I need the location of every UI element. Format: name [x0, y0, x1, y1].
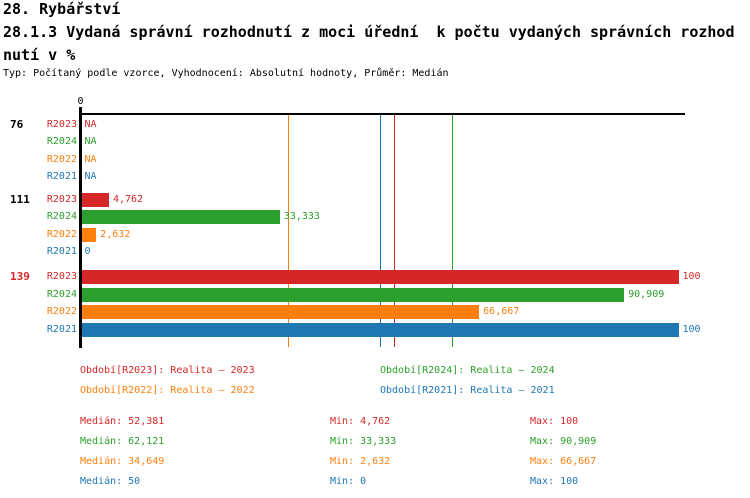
series-label: R2022 — [46, 153, 77, 165]
bar — [81, 287, 625, 302]
bar-value-label: 100 — [682, 271, 701, 282]
series-label: R2023 — [46, 271, 77, 282]
median-line-r2024 — [451, 115, 454, 347]
bar — [81, 227, 97, 242]
stat-max-r2023: Max: 100 — [530, 416, 579, 427]
chart-meta-info: Typ: Počítaný podle vzorce, Vyhodnocení:… — [3, 68, 449, 79]
median-line-r2023 — [393, 115, 396, 347]
legend-item-r2023: Období[R2023]: Realita – 2023 — [80, 365, 255, 376]
median-line-r2022 — [287, 115, 290, 347]
bar-value-label: NA — [84, 136, 97, 147]
series-label: R2024 — [46, 211, 77, 222]
series-label: R2023 — [46, 193, 77, 205]
bar-value-label: 66,667 — [483, 306, 520, 317]
bar-value-label: 0 — [84, 246, 91, 257]
series-label: R2023 — [46, 118, 77, 130]
group-label: 76 — [10, 117, 24, 131]
stat-min-r2021: Min: 0 — [330, 476, 367, 487]
bar-value-label: 4,762 — [112, 193, 144, 205]
group-label: 139 — [10, 270, 30, 283]
bar — [81, 305, 480, 319]
legend-item-r2024: Období[R2024]: Realita – 2024 — [380, 365, 555, 376]
series-label: R2022 — [46, 306, 77, 317]
bar-value-label: NA — [84, 118, 97, 130]
bar — [81, 192, 109, 207]
bar — [81, 210, 280, 224]
series-label: R2024 — [46, 288, 77, 300]
y-axis-line — [79, 107, 82, 348]
stat-median-r2024: Medián: 62,121 — [80, 436, 165, 447]
bar — [81, 270, 679, 284]
bar-value-label: NA — [84, 153, 97, 165]
series-label: R2021 — [46, 323, 77, 335]
x-axis-line — [79, 113, 685, 115]
series-label: R2024 — [46, 136, 77, 147]
series-label: R2021 — [46, 246, 77, 257]
bar-value-label: 2,632 — [100, 228, 131, 240]
legend-item-r2021: Období[R2021]: Realita – 2021 — [380, 385, 555, 396]
stat-max-r2022: Max: 66,667 — [530, 456, 597, 467]
stat-median-r2021: Medián: 50 — [80, 476, 141, 487]
stat-median-r2023: Medián: 52,381 — [80, 416, 165, 427]
stat-max-r2024: Max: 90,909 — [530, 436, 597, 447]
series-label: R2021 — [46, 171, 77, 182]
bar — [81, 322, 679, 337]
stat-max-r2021: Max: 100 — [530, 476, 579, 487]
axis-zero-tick-label: 0 — [77, 96, 84, 107]
bar-value-label: 33,333 — [283, 211, 320, 222]
legend-item-r2022: Období[R2022]: Realita – 2022 — [80, 385, 255, 396]
chart-subtitle-line1: 28.1.3 Vydaná správní rozhodnutí z moci … — [3, 23, 735, 41]
bar-value-label: 90,909 — [628, 288, 665, 300]
stat-min-r2022: Min: 2,632 — [330, 456, 391, 467]
stat-min-r2024: Min: 33,333 — [330, 436, 397, 447]
page-title: 28. Rybářství — [3, 0, 121, 18]
bar-value-label: 100 — [682, 323, 701, 335]
chart-subtitle-line2: nutí v % — [3, 46, 76, 64]
bar-value-label: NA — [84, 171, 97, 182]
series-label: R2022 — [46, 228, 77, 240]
median-line-r2021 — [379, 115, 381, 347]
stat-min-r2023: Min: 4,762 — [330, 416, 391, 427]
stat-median-r2022: Medián: 34,649 — [80, 456, 165, 467]
group-label: 111 — [10, 192, 30, 206]
